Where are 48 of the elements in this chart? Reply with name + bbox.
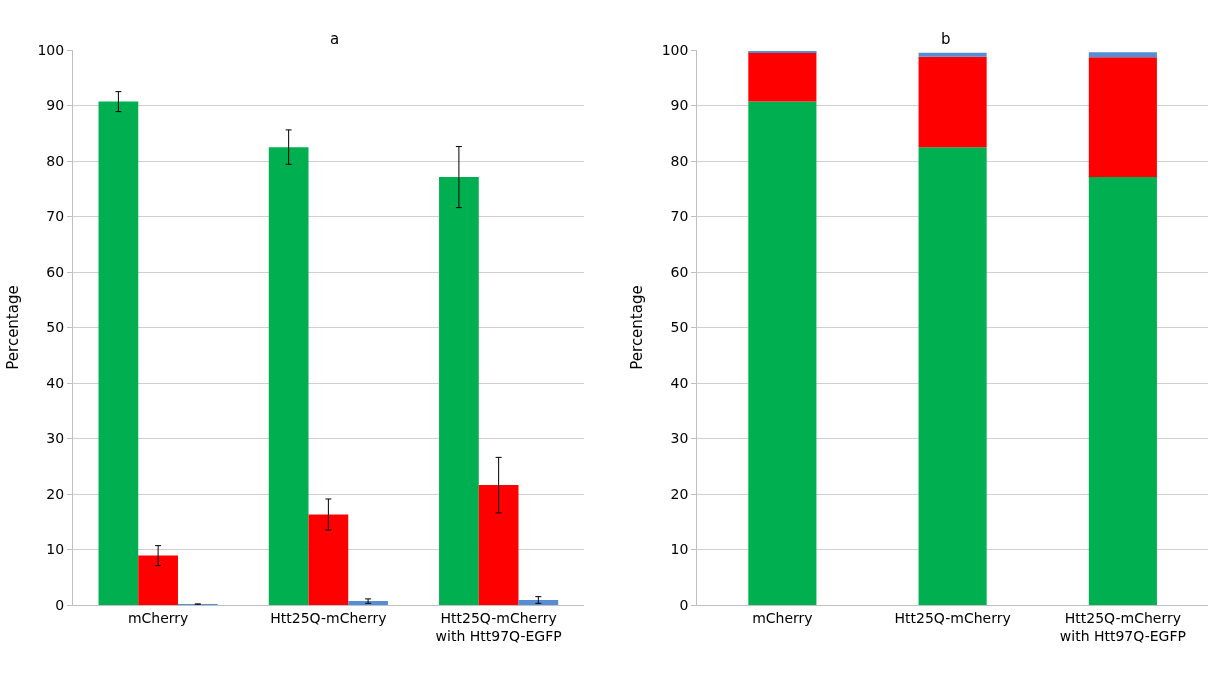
bar <box>98 101 139 605</box>
bar <box>348 601 388 605</box>
y-axis-title: Percentage <box>3 285 22 370</box>
x-tick-label: Htt25Q-mCherry with Htt97Q-EGFP <box>435 609 562 644</box>
bar <box>138 555 178 605</box>
x-tick-label: mCherry <box>752 609 813 626</box>
x-tick-label: Htt25Q-mCherry <box>270 609 387 626</box>
bar <box>1088 177 1157 605</box>
y-axis-title: Percentage <box>627 285 646 370</box>
y-tick-label: 20 <box>46 485 65 502</box>
y-tick-label: 90 <box>670 97 689 114</box>
bar <box>1088 57 1157 178</box>
bar <box>918 56 987 148</box>
y-tick-label: 40 <box>46 374 65 391</box>
y-tick-label: 0 <box>679 596 689 613</box>
bar <box>918 147 987 605</box>
y-tick-label: 50 <box>46 319 65 336</box>
bar <box>308 514 349 605</box>
y-tick-label: 10 <box>670 541 689 558</box>
y-tick-label: 30 <box>670 430 689 447</box>
y-tick-label: 10 <box>46 541 65 558</box>
bar <box>439 177 479 605</box>
chart-title: b <box>941 30 951 48</box>
x-tick-label: Htt25Q-mCherry <box>894 609 1011 626</box>
y-tick-label: 70 <box>670 208 689 225</box>
bar <box>918 52 987 57</box>
y-tick-label: 40 <box>670 374 689 391</box>
bar <box>748 101 817 605</box>
y-tick-label: 60 <box>670 263 689 280</box>
bar <box>268 147 309 605</box>
bar <box>1088 52 1157 58</box>
x-tick-label: mCherry <box>127 609 189 626</box>
y-tick-label: 100 <box>661 41 689 58</box>
bar <box>478 485 519 605</box>
y-tick-label: 90 <box>46 97 65 114</box>
y-tick-label: 0 <box>55 596 65 613</box>
chart-title: a <box>330 30 340 48</box>
y-tick-label: 20 <box>670 485 689 502</box>
bar <box>518 600 559 605</box>
bar <box>748 52 817 102</box>
y-tick-label: 50 <box>670 319 689 336</box>
y-tick-label: 30 <box>46 430 65 447</box>
y-tick-label: 100 <box>37 41 65 58</box>
y-tick-label: 70 <box>46 208 65 225</box>
x-tick-label: Htt25Q-mCherry with Htt97Q-EGFP <box>1059 609 1186 644</box>
y-tick-label: 80 <box>670 152 689 169</box>
y-tick-label: 60 <box>46 263 65 280</box>
y-tick-label: 80 <box>46 152 65 169</box>
